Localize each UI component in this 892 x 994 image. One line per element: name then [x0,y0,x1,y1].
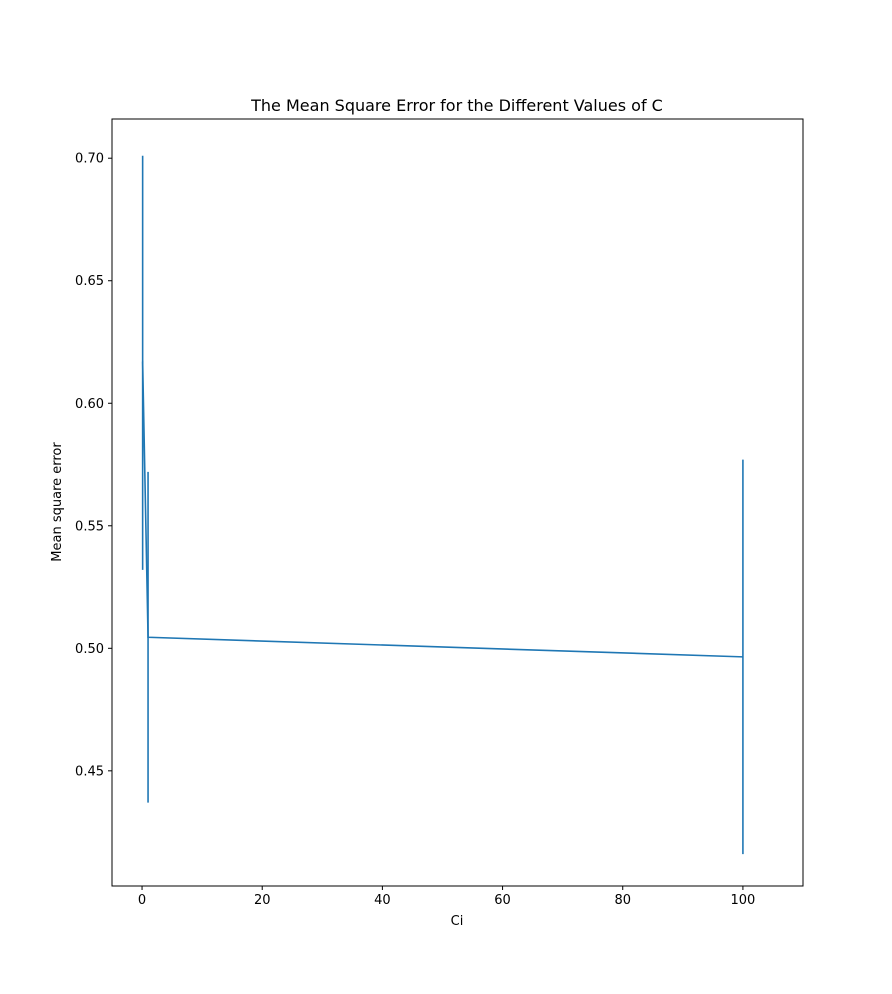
x-tick-label: 20 [254,893,271,908]
y-tick-label: 0.70 [75,152,104,167]
x-tick-label: 80 [614,893,631,908]
chart-title: The Mean Square Error for the Different … [250,96,663,115]
y-tick-label: 0.45 [75,764,104,779]
plot-frame [111,118,804,887]
y-axis-label: Mean square error [50,442,65,562]
x-tick-label: 60 [494,893,511,908]
y-tick-label: 0.65 [75,274,104,289]
plot-area: 0 20 40 60 80 100 0.45 0.50 0.55 0.60 0.65 0.70 [75,118,804,908]
y-tick-label: 0.55 [75,519,104,534]
series-line [141,360,743,658]
x-tick-label: 0 [138,893,146,908]
x-tick-label: 40 [374,893,391,908]
x-axis-label: Ci [451,914,464,929]
y-tick-label: 0.60 [75,397,104,412]
x-tick-label: 100 [730,893,755,908]
y-tick-label: 0.50 [75,642,104,657]
